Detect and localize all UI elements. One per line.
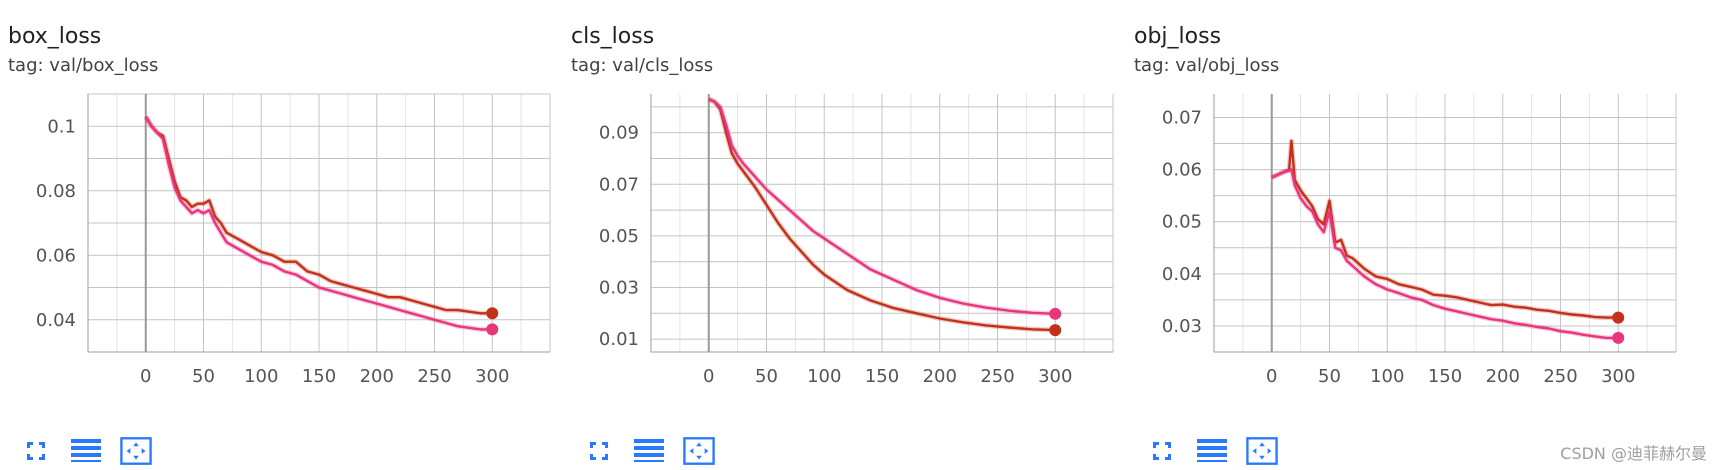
chart-card-obj-loss: obj_loss tag: val/obj_loss 0 50 100 150 200 2… <box>1126 0 1686 470</box>
y-tick-label: 0.05 <box>1162 212 1202 233</box>
x-tick-label: 50 <box>1318 366 1341 387</box>
series-end-marker-0 <box>1612 311 1625 324</box>
chart-title: box_loss <box>8 24 102 49</box>
x-tick-label: 250 <box>980 366 1014 387</box>
x-tick-label: 100 <box>807 366 841 387</box>
x-tick-label: 150 <box>865 366 899 387</box>
x-tick-label: 100 <box>1370 366 1404 387</box>
fullscreen-icon[interactable] <box>20 436 52 466</box>
y-tick-label: 0.07 <box>1162 107 1202 128</box>
x-tick-label: 150 <box>1428 366 1462 387</box>
chart-tag: tag: val/obj_loss <box>1134 55 1280 76</box>
list-icon[interactable] <box>70 436 102 466</box>
y-tick-label: 0.08 <box>36 181 76 202</box>
chart-card-cls-loss: cls_loss tag: val/cls_loss 0 50 100 150 200 2… <box>563 0 1123 470</box>
fit-domain-icon[interactable] <box>1246 436 1278 466</box>
x-tick-label: 0 <box>140 366 151 387</box>
series-line-1 <box>708 98 1056 315</box>
x-tick-label: 300 <box>1038 366 1072 387</box>
y-tick-label: 0.09 <box>599 123 639 144</box>
x-tick-label: 200 <box>360 366 394 387</box>
x-tick-label: 50 <box>755 366 778 387</box>
x-tick-label: 250 <box>1543 366 1577 387</box>
x-tick-label: 0 <box>1266 366 1277 387</box>
x-tick-label: 300 <box>475 366 509 387</box>
x-tick-label: 250 <box>417 366 451 387</box>
series-line-0 <box>708 98 1056 332</box>
line-chart-box-loss[interactable]: 0 50 100 150 200 250 300 0.04 0.06 0.08 0.1 <box>0 80 560 400</box>
chart-toolbar <box>20 435 152 467</box>
chart-title: obj_loss <box>1134 24 1222 49</box>
series-line-1 <box>1271 168 1619 340</box>
x-tick-label: 200 <box>1486 366 1520 387</box>
series-end-marker-1 <box>486 323 499 336</box>
y-tick-label: 0.05 <box>599 226 639 247</box>
chart-title: cls_loss <box>571 24 655 49</box>
chart-toolbar <box>583 435 715 467</box>
x-tick-label: 200 <box>923 366 957 387</box>
series-line-0 <box>1271 139 1619 319</box>
list-icon[interactable] <box>633 436 665 466</box>
fit-domain-icon[interactable] <box>683 436 715 466</box>
y-tick-label: 0.06 <box>36 245 76 266</box>
chart-tag: tag: val/box_loss <box>8 55 159 76</box>
y-tick-label: 0.03 <box>1162 316 1202 337</box>
x-tick-label: 50 <box>192 366 215 387</box>
chart-card-box-loss: box_loss tag: val/box_loss 0 50 100 150 200 2… <box>0 0 560 470</box>
series-line-0 <box>144 115 493 315</box>
series-end-marker-1 <box>1049 307 1062 320</box>
x-tick-label: 100 <box>244 366 278 387</box>
series-end-marker-0 <box>486 307 499 320</box>
y-tick-label: 0.01 <box>599 329 639 350</box>
y-tick-label: 0.06 <box>1162 160 1202 181</box>
y-tick-label: 0.03 <box>599 278 639 299</box>
chart-tag: tag: val/cls_loss <box>571 55 714 76</box>
x-tick-label: 0 <box>703 366 714 387</box>
y-tick-label: 0.04 <box>36 310 76 331</box>
fullscreen-icon[interactable] <box>583 436 615 466</box>
line-chart-obj-loss[interactable]: 0 50 100 150 200 250 300 0.03 0.04 0.05 0.06 0.07 <box>1126 80 1686 400</box>
line-chart-cls-loss[interactable]: 0 50 100 150 200 250 300 0.01 0.03 0.05 0.07 0.09 <box>563 80 1123 400</box>
watermark: CSDN @迪菲赫尔曼 <box>1560 444 1707 463</box>
y-tick-label: 0.07 <box>599 174 639 195</box>
chart-toolbar <box>1146 435 1278 467</box>
series-end-marker-1 <box>1612 331 1625 344</box>
fit-domain-icon[interactable] <box>120 436 152 466</box>
x-tick-label: 150 <box>302 366 336 387</box>
y-tick-label: 0.04 <box>1162 264 1202 285</box>
y-tick-label: 0.1 <box>47 116 76 137</box>
series-line-1 <box>144 115 493 331</box>
list-icon[interactable] <box>1196 436 1228 466</box>
fullscreen-icon[interactable] <box>1146 436 1178 466</box>
x-tick-label: 300 <box>1601 366 1635 387</box>
series-end-marker-0 <box>1049 324 1062 337</box>
